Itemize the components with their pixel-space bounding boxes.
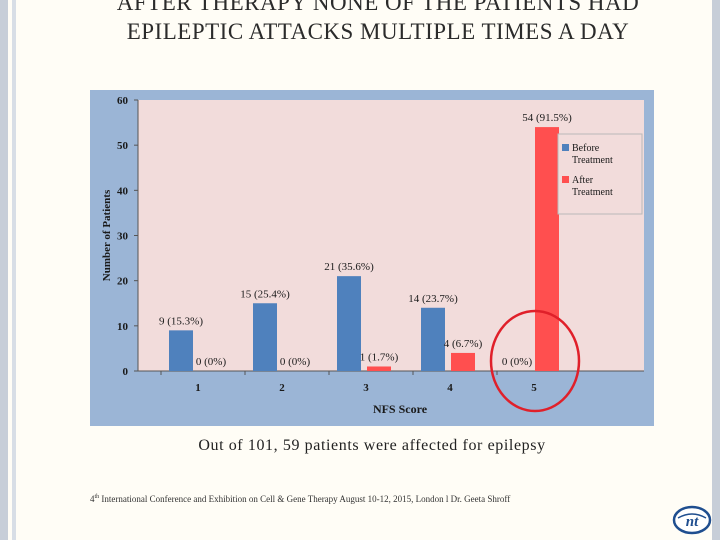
x-tick-label: 1 bbox=[195, 382, 201, 394]
chart: 0 10 20 30 40 50 60 1 9 (15.3%) 0 (0%) 2 15 (25.4%)… bbox=[90, 90, 654, 426]
right-decor-bar bbox=[712, 0, 720, 540]
highlight-circle bbox=[489, 309, 581, 413]
legend-swatch bbox=[562, 144, 569, 151]
legend-label-line2: Treatment bbox=[572, 155, 613, 166]
x-tick-label: 3 bbox=[363, 382, 369, 394]
y-tick-label: 0 bbox=[123, 366, 129, 378]
bar-before bbox=[421, 307, 445, 371]
x-tick-label: 4 bbox=[447, 382, 453, 394]
footer-sup: th bbox=[94, 494, 100, 500]
data-label: 54 (91.5%) bbox=[522, 112, 572, 124]
left-decor-bar-thin bbox=[12, 0, 16, 540]
data-label: 0 (0%) bbox=[502, 356, 533, 368]
footer-text: International Conference and Exhibition … bbox=[101, 494, 511, 504]
y-tick-label: 20 bbox=[117, 276, 129, 288]
x-tick-label: 5 bbox=[531, 382, 537, 394]
bar-chart-svg: 0 10 20 30 40 50 60 1 9 (15.3%) 0 (0%) 2 15 (25.4%)… bbox=[90, 90, 654, 426]
nt-logo: nt bbox=[672, 505, 712, 535]
slide-title: AFTER THERAPY NONE OF THE PATIENTS HAD E… bbox=[116, 0, 640, 44]
y-tick-label: 10 bbox=[117, 321, 129, 333]
legend-label: Before bbox=[572, 143, 600, 154]
y-tick-label: 60 bbox=[117, 95, 129, 107]
bar-before bbox=[253, 303, 277, 371]
data-label: 14 (23.7%) bbox=[408, 293, 458, 305]
bar-after bbox=[367, 366, 391, 371]
legend-label: After bbox=[572, 175, 594, 186]
y-tick-label: 30 bbox=[117, 231, 129, 243]
y-tick-label: 40 bbox=[117, 185, 129, 197]
x-axis-label: NFS Score bbox=[373, 402, 428, 416]
data-label: 1 (1.7%) bbox=[360, 351, 399, 363]
data-label: 9 (15.3%) bbox=[159, 315, 203, 327]
data-label: 4 (6.7%) bbox=[444, 338, 483, 350]
footer-number: 4 bbox=[90, 494, 95, 504]
chart-caption: Out of 101, 59 patients were affected fo… bbox=[198, 437, 546, 454]
data-label: 0 (0%) bbox=[280, 356, 311, 368]
logo-text: nt bbox=[686, 514, 699, 530]
legend-box bbox=[557, 133, 643, 215]
bar-after bbox=[451, 352, 475, 371]
y-axis-label: Number of Patients bbox=[101, 189, 113, 281]
y-tick-label: 50 bbox=[117, 140, 129, 152]
bar-before bbox=[337, 276, 361, 371]
bar-after bbox=[535, 127, 559, 371]
footer-citation: 4th International Conference and Exhibit… bbox=[90, 494, 650, 504]
legend-label-line2: Treatment bbox=[572, 187, 613, 198]
data-label: 0 (0%) bbox=[196, 356, 227, 368]
data-label: 21 (35.6%) bbox=[324, 261, 374, 273]
legend-swatch bbox=[562, 176, 569, 183]
left-decor-bar bbox=[0, 0, 8, 540]
bar-before bbox=[169, 330, 193, 371]
data-label: 15 (25.4%) bbox=[240, 288, 290, 300]
x-tick-label: 2 bbox=[279, 382, 285, 394]
